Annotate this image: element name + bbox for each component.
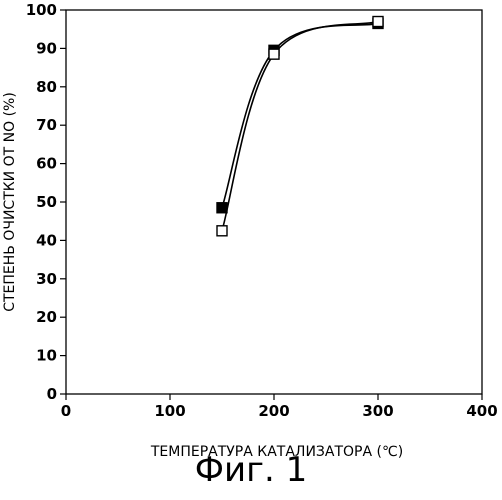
plot-border xyxy=(66,10,482,394)
y-tick-label: 80 xyxy=(36,78,57,96)
x-tick-label: 400 xyxy=(466,402,497,420)
open-square-marker xyxy=(373,17,383,27)
y-tick-label: 100 xyxy=(26,1,57,19)
y-axis-title: СТЕПЕНЬ ОЧИСТКИ ОТ NO (%) xyxy=(2,92,18,312)
x-tick-label: 0 xyxy=(61,402,71,420)
series-line xyxy=(222,23,378,207)
y-tick-label: 90 xyxy=(36,39,57,57)
open-square-marker xyxy=(217,226,227,236)
y-tick-label: 70 xyxy=(36,116,57,134)
y-tick-label: 60 xyxy=(36,155,57,173)
y-tick-label: 20 xyxy=(36,308,57,326)
plot-frame xyxy=(66,10,482,394)
y-tick-label: 50 xyxy=(36,193,57,211)
figure-caption: Фиг. 1 xyxy=(0,448,502,492)
series-layer xyxy=(217,17,383,236)
x-axis-ticks: 0 100 200 300 400 xyxy=(61,394,498,420)
open-square-marker xyxy=(269,49,279,59)
y-tick-label: 30 xyxy=(36,270,57,288)
x-tick-label: 200 xyxy=(258,402,289,420)
y-axis-ticks: 0 10 20 30 40 50 60 70 80 90 100 xyxy=(26,1,66,403)
series-line xyxy=(222,22,378,231)
x-tick-label: 100 xyxy=(154,402,185,420)
filled-square-marker xyxy=(217,203,227,213)
x-tick-label: 300 xyxy=(362,402,393,420)
y-tick-label: 10 xyxy=(36,347,57,365)
y-tick-label: 0 xyxy=(47,385,57,403)
y-tick-label: 40 xyxy=(36,231,57,249)
